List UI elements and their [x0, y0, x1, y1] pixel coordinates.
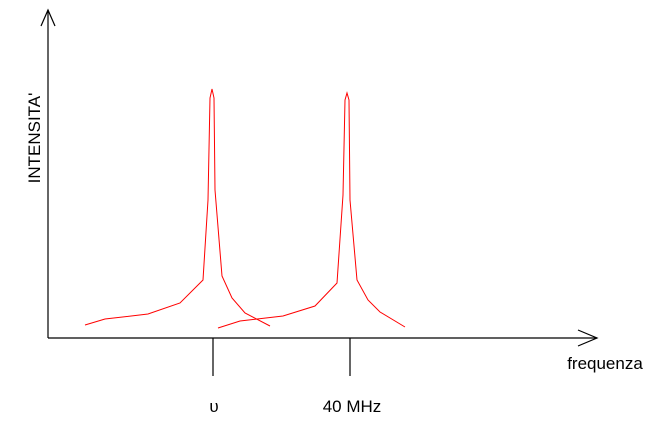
tick-label: 40 MHz [323, 397, 382, 416]
tick-label: υ [209, 397, 218, 416]
x-axis-label: frequenza [567, 354, 643, 373]
y-axis-arrow [40, 8, 56, 27]
x-axis-arrow [577, 329, 599, 347]
peak-curve [217, 91, 406, 329]
y-axis-label: INTENSITA' [25, 93, 44, 184]
peak-curve [84, 88, 271, 327]
